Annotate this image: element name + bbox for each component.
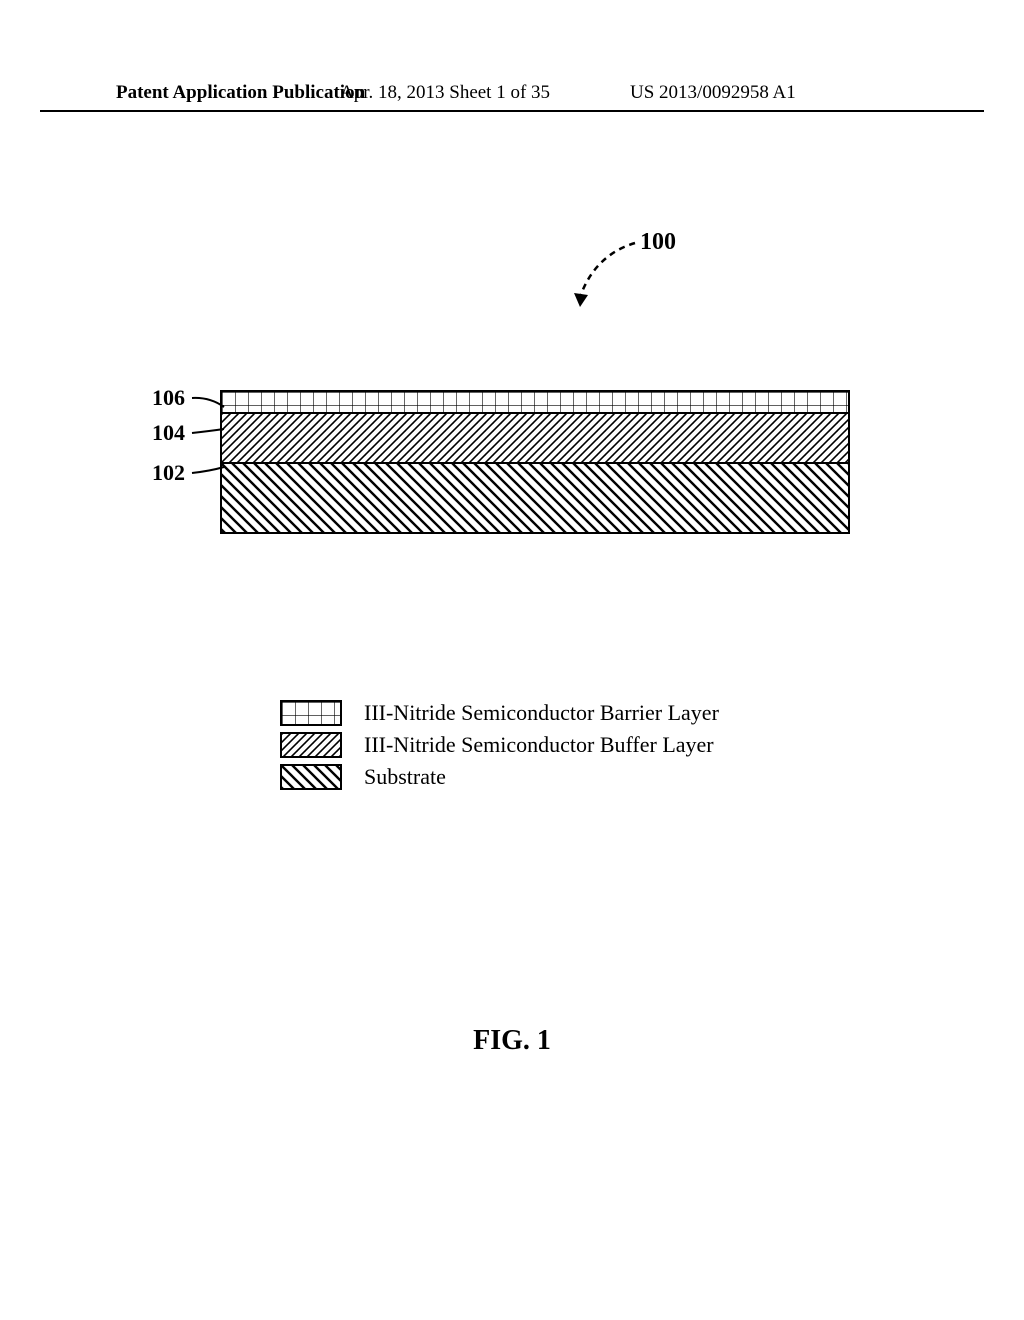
layer-stack <box>220 390 850 534</box>
reference-number-100: 100 <box>640 229 676 256</box>
header-left: Patent Application Publication <box>116 82 365 104</box>
legend-row-buffer: III-Nitride Semiconductor Buffer Layer <box>280 732 719 758</box>
legend-swatch-substrate-icon <box>282 766 340 788</box>
legend-swatch-barrier-icon <box>282 702 340 724</box>
legend-row-barrier: III-Nitride Semiconductor Barrier Layer <box>280 700 719 726</box>
barrier-layer <box>220 390 850 414</box>
legend-swatch-substrate <box>280 764 342 790</box>
legend: III-Nitride Semiconductor Barrier Layer … <box>280 700 719 796</box>
legend-label-buffer: III-Nitride Semiconductor Buffer Layer <box>364 732 714 758</box>
legend-swatch-buffer-icon <box>282 734 340 756</box>
reference-100: 100 <box>540 235 690 325</box>
buffer-fill-icon <box>222 414 848 462</box>
barrier-fill-icon <box>222 392 848 412</box>
substrate-fill-icon <box>222 464 848 532</box>
legend-label-substrate: Substrate <box>364 764 446 790</box>
header-center: Apr. 18, 2013 Sheet 1 of 35 <box>340 82 550 104</box>
legend-swatch-barrier <box>280 700 342 726</box>
buffer-layer <box>220 414 850 464</box>
figure-caption: FIG. 1 <box>0 1025 1024 1057</box>
header-rule <box>40 110 984 112</box>
header-right: US 2013/0092958 A1 <box>630 82 796 104</box>
substrate-layer <box>220 464 850 534</box>
callout-leaders-icon <box>0 235 230 555</box>
legend-label-barrier: III-Nitride Semiconductor Barrier Layer <box>364 700 719 726</box>
legend-row-substrate: Substrate <box>280 764 719 790</box>
legend-swatch-buffer <box>280 732 342 758</box>
